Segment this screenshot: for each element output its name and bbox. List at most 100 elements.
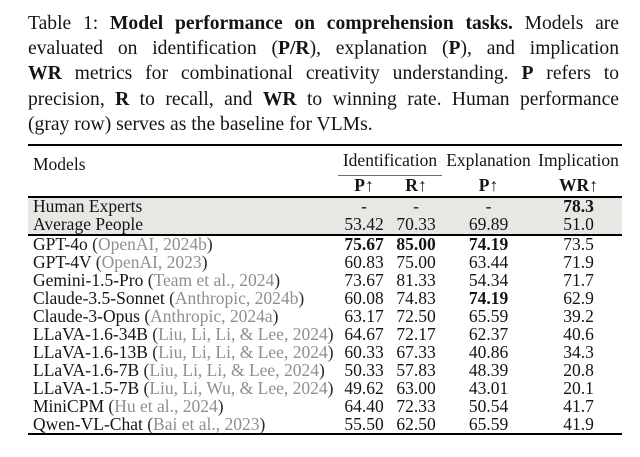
metric-cell: 64.67: [344, 323, 384, 344]
model-cell: GPT-4V (OpenAI, 2023): [28, 251, 338, 272]
model-cell: Qwen-VL-Chat (Bai et al., 2023): [28, 413, 338, 435]
citation-link[interactable]: OpenAI, 2024b: [98, 234, 207, 254]
model-cell: Average People: [28, 216, 338, 236]
metric-cell: 75.00: [396, 251, 436, 272]
group-header-identification: Identification: [338, 145, 442, 176]
metric-cell: 57.83: [396, 359, 436, 380]
col-header-precision-expl: P↑: [442, 174, 535, 198]
metric-cell: 60.08: [344, 287, 384, 308]
metric-cell: 73.5: [563, 234, 594, 254]
citation-link[interactable]: Team et al., 2024: [153, 269, 275, 290]
metric-cell: 67.33: [396, 341, 436, 362]
model-cell: LLaVA-1.6-34B (Liu, Li, Li, & Lee, 2024): [28, 323, 338, 344]
citation-paren: ): [217, 395, 224, 416]
citation-paren: (: [87, 234, 98, 254]
citation-link[interactable]: Anthropic, 2024b: [174, 287, 299, 308]
metric-cell: 74.19: [468, 234, 509, 254]
metric-cell: 20.8: [563, 359, 594, 380]
metric-cell: 63.00: [396, 377, 436, 398]
metric-cell: 78.3: [535, 197, 622, 216]
caption-text: to recall, and: [129, 88, 263, 110]
metric-cell: 71.9: [563, 251, 594, 272]
metric-cell: 65.59: [468, 305, 509, 326]
model-name: LLaVA-1.6-7B: [33, 359, 140, 380]
caption-line: evaluated on identification (P/R), expla…: [28, 36, 619, 61]
model-name: MiniCPM: [33, 395, 104, 416]
citation-link[interactable]: Liu, Li, Wu, & Lee, 2024: [149, 377, 328, 398]
metric-cell: 34.3: [563, 341, 594, 362]
model-name: LLaVA-1.5-7B: [33, 377, 140, 398]
table-row: LLaVA-1.6-7B (Liu, Li, Li, & Lee, 2024) 5…: [28, 359, 622, 380]
model-cell: Gemini-1.5-Pro (Team et al., 2024): [28, 269, 338, 290]
model-name: Claude-3.5-Sonnet: [33, 287, 165, 308]
caption-text: WR: [28, 63, 62, 85]
table-row: Claude-3-Opus (Anthropic, 2024a) 63.17 72.…: [28, 305, 622, 326]
metric-cell: 74.19: [468, 287, 509, 308]
group-header-implication: Implication: [538, 149, 619, 170]
table-caption: Table 1: Model performance on comprehens…: [28, 11, 619, 137]
col-header-winrate-impl: WR↑: [535, 175, 622, 198]
table-row: Qwen-VL-Chat (Bai et al., 2023) 55.50 62.5…: [28, 413, 622, 435]
metric-cell: 50.33: [344, 359, 384, 380]
citation-link[interactable]: Anthropic, 2024a: [150, 305, 273, 326]
metric-cell: 69.89: [442, 216, 535, 236]
citation-paren: ): [298, 287, 305, 308]
citation-paren: (: [143, 269, 154, 290]
metric-cell: 85.00: [396, 234, 436, 254]
metric-cell: 43.01: [468, 377, 509, 398]
citation-link[interactable]: Hu et al., 2024: [114, 395, 218, 416]
table-row: GPT-4o (OpenAI, 2024b) 75.67 85.00 74.19 73.…: [28, 235, 622, 254]
metric-cell: 60.33: [344, 341, 384, 362]
metric-cell: 20.1: [563, 377, 594, 398]
metric-cell: 63.44: [468, 251, 509, 272]
model-name: Gemini-1.5-Pro: [33, 269, 144, 290]
caption-text: WR: [262, 88, 297, 110]
citation-paren: (: [164, 287, 175, 308]
model-cell: Claude-3-Opus (Anthropic, 2024a): [28, 305, 338, 326]
model-name: GPT-4V: [33, 251, 92, 272]
up-arrow-icon: ↑: [364, 175, 374, 195]
citation-link[interactable]: OpenAI, 2023: [101, 251, 202, 272]
metric-cell: 72.17: [396, 323, 436, 344]
citation-link[interactable]: Liu, Li, Li, & Lee, 2024: [149, 359, 319, 380]
model-name: Human Experts: [33, 196, 143, 217]
caption-text: precision,: [28, 88, 116, 110]
metric-cell: 64.40: [344, 395, 384, 416]
model-cell: Human Experts: [28, 197, 338, 216]
caption-text: evaluated on identification (: [28, 38, 279, 60]
metric-cell: 63.17: [344, 305, 384, 326]
up-arrow-icon: ↑: [489, 174, 499, 195]
model-cell: MiniCPM (Hu et al., 2024): [28, 395, 338, 416]
caption-text: (gray row) serves as the baseline for VL…: [28, 113, 373, 135]
metric-cell: 65.59: [468, 413, 509, 434]
model-name: Qwen-VL-Chat: [33, 413, 143, 434]
caption-text: Models are: [512, 13, 619, 34]
citation-link[interactable]: Liu, Li, Li, & Lee, 2024: [158, 341, 328, 362]
citation-paren: (: [139, 305, 151, 326]
metric-cell: 40.6: [563, 323, 594, 344]
caption-line: WR metrics for combinational creativity …: [28, 61, 619, 86]
citation-link[interactable]: Bai et al., 2023: [153, 413, 260, 434]
model-cell: GPT-4o (OpenAI, 2024b): [28, 235, 338, 254]
table-row: LLaVA-1.6-34B (Liu, Li, Li, & Lee, 2024)…: [28, 323, 622, 344]
metric-cell: 41.9: [563, 413, 594, 434]
metric-cell: 53.42: [338, 216, 390, 236]
caption-text: metrics for combinational creativity und…: [61, 63, 522, 85]
caption-text: Table 1:: [28, 13, 110, 34]
models-column-header: Models: [28, 145, 338, 198]
citation-paren: (: [147, 341, 159, 362]
citation-paren: ): [259, 413, 266, 434]
citation-link[interactable]: Liu, Li, Li, & Lee, 2024: [158, 323, 328, 344]
metric-header-row: P↑ R↑ P↑ WR↑: [28, 174, 622, 198]
metric-cell: 62.37: [468, 323, 509, 344]
metric-cell: 60.83: [344, 251, 384, 272]
table-row: Gemini-1.5-Pro (Team et al., 2024) 73.67 8…: [28, 269, 622, 290]
model-cell: LLaVA-1.6-13B (Liu, Li, Li, & Lee, 2024): [28, 341, 338, 362]
group-header-explanation: Explanation: [446, 149, 531, 170]
citation-paren: ): [327, 377, 334, 398]
metric-cell: 75.67: [344, 234, 384, 254]
metric-cell: 72.33: [396, 395, 436, 416]
col-header-recall-id: R↑: [390, 175, 442, 198]
metric-cell: -: [390, 197, 442, 216]
citation-paren: ): [274, 269, 281, 290]
